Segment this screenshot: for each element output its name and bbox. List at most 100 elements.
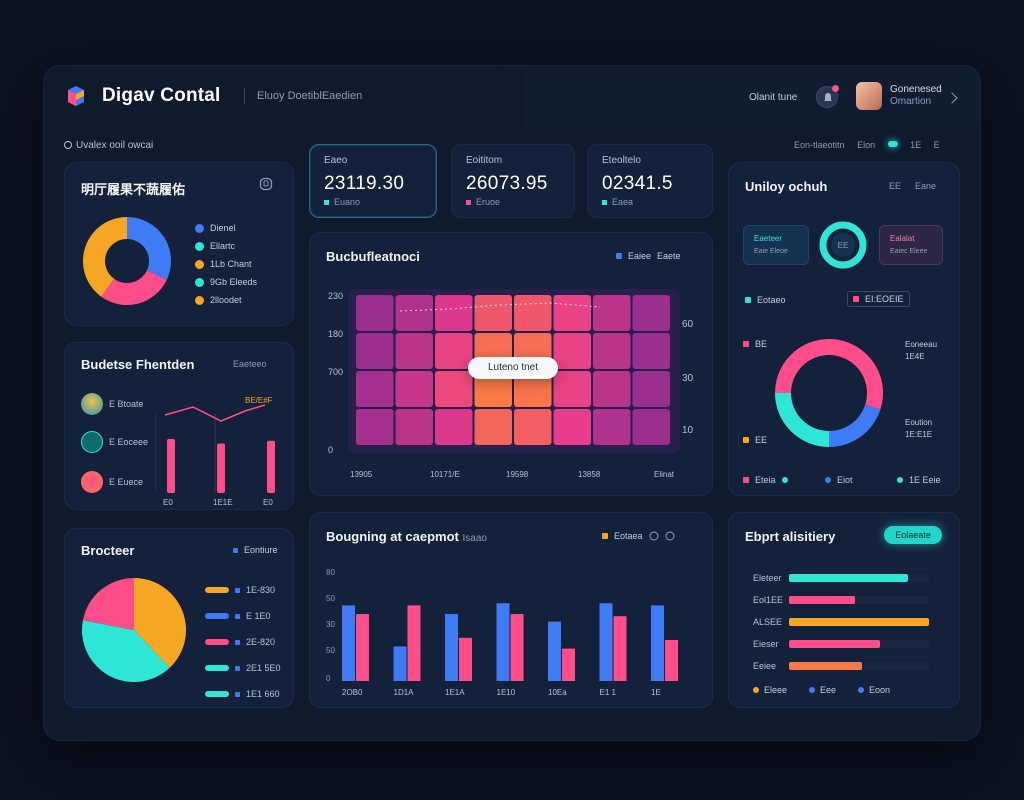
stat-card-3[interactable]: Eteoltelo 02341.5 Eaea <box>587 144 713 218</box>
pie-chart <box>82 578 187 682</box>
heatmap-cell <box>514 371 552 407</box>
stat-label: Eaeo <box>324 155 348 166</box>
dashboard-frame: Digav Contal Eluoy DoetiblEaedien Olanit… <box>44 66 980 740</box>
x-tick-label: 1E1A <box>445 688 465 697</box>
app-subtitle: Eluoy DoetiblEaedien <box>257 90 363 102</box>
notification-dot <box>832 85 839 92</box>
stat-value: 02341.5 <box>602 173 673 194</box>
heatmap-cell <box>356 295 394 331</box>
bar-series-1 <box>445 614 458 681</box>
heatmap-cell <box>395 333 433 369</box>
user-menu[interactable]: Gonenesed Omartion <box>890 84 942 108</box>
app-title: Digav Contal <box>102 85 221 106</box>
legend-item: 2E1 5E0 <box>205 663 281 673</box>
bar-series-2 <box>562 648 575 681</box>
legend-swatch <box>602 533 608 539</box>
stat-value: 23119.30 <box>324 173 405 194</box>
list-item[interactable]: E Euece <box>81 471 143 493</box>
bar <box>167 439 175 493</box>
filter-toggle[interactable] <box>887 141 898 147</box>
heatmap-cell <box>632 295 670 331</box>
x-tick-label: 1E10 <box>497 688 516 697</box>
heatmap-cell <box>553 371 591 407</box>
info-icon[interactable] <box>649 531 659 541</box>
buddies-tag[interactable]: Eaeteeo <box>233 359 267 369</box>
heatmap-cell <box>356 371 394 407</box>
x-tick-label: 1D1A <box>394 688 415 697</box>
hbar-fill <box>789 574 908 582</box>
filter-a[interactable]: 1E <box>910 140 922 150</box>
filter-toggle-label[interactable]: Elon <box>857 140 876 150</box>
x-tick-label: 10171/E <box>430 470 460 479</box>
heatmap-cell <box>474 295 512 331</box>
slice-2 <box>82 578 134 630</box>
hbar-row: Eol1EE <box>753 595 929 605</box>
ability-footer: Eleee Eee Eoon <box>753 685 890 695</box>
heatmap-cell <box>435 371 473 407</box>
breadcrumb[interactable]: Uvalex ooil owcai <box>64 140 153 151</box>
legend-item: Eliartc <box>195 241 235 251</box>
list-item[interactable]: E Eoceee <box>81 431 148 453</box>
donut-panel: 明厅履果不蔬履佑 Dienel Eliartc 1Lb Chant 9Gb Eleed… <box>64 162 294 326</box>
y-right-tick-label: 30 <box>682 373 694 384</box>
heatmap-cell <box>356 333 394 369</box>
heatmap-cell <box>593 371 631 407</box>
legend-item: 1E-830 <box>205 585 275 595</box>
legend-swatch <box>745 297 751 303</box>
settings-icon[interactable] <box>665 531 675 541</box>
bar-series-2 <box>356 614 369 681</box>
legend-item: 9Gb Eleeds <box>195 277 257 287</box>
x-tick-label: 10Ea <box>548 688 567 697</box>
title-divider <box>244 88 245 104</box>
stat-card-1[interactable]: Eaeo 23119.30 Euano <box>309 144 437 218</box>
utility-chip-b[interactable]: EI:EOEIE <box>847 291 910 307</box>
slice-0 <box>127 217 171 280</box>
ability-title: Ebprt alisitiery <box>745 529 836 544</box>
utility-foot-b: Eiot <box>825 475 853 485</box>
brochure-title: Brocteer <box>81 543 135 558</box>
y-tick-label: 700 <box>328 367 343 377</box>
y-tick-label: 0 <box>328 445 333 455</box>
ability-action-button[interactable]: Eolaeate <box>884 526 942 544</box>
slice-1 <box>82 620 170 682</box>
stat-marker <box>602 199 607 205</box>
stat-label: Eoititom <box>466 155 503 166</box>
app-logo-icon <box>68 86 84 106</box>
list-item[interactable]: E Btoate <box>81 393 144 415</box>
hbar-row: Eieser <box>753 639 929 649</box>
utility-box-b[interactable]: Ealalat Eaiec Eleee <box>879 225 943 265</box>
stat-sub: Eaea <box>602 197 633 207</box>
filter-b[interactable]: E <box>933 140 940 150</box>
bar-series-2 <box>510 614 524 681</box>
notification-button[interactable] <box>816 85 839 108</box>
bar-series-1 <box>393 646 407 681</box>
donut-panel-title: 明厅履果不蔬履佑 <box>81 182 186 197</box>
stat-card-2[interactable]: Eoititom 26073.95 Eruoe <box>451 144 575 218</box>
grouped-bar-chart: 80 50 30 50 0 2OB0 1D1A 1E1A 1E10 10Ea E1 1 1E <box>326 568 678 697</box>
header-right-label[interactable]: Olanit tune <box>749 92 798 103</box>
heatmap-cell <box>356 409 394 445</box>
utility-chip-a[interactable]: Eotaeo <box>745 295 786 305</box>
grouped-bar-legend[interactable]: Eotaea <box>602 531 675 541</box>
x-tick-label: 1E <box>651 688 661 697</box>
filter-label[interactable]: Eon-tlaeotitn <box>794 140 845 150</box>
header-tab-shape <box>44 66 524 126</box>
legend-item: 2E-820 <box>205 637 275 647</box>
heatmap-cell <box>593 333 631 369</box>
hbar-row: ALSEE <box>753 617 929 627</box>
heatmap-cell <box>395 371 433 407</box>
utility-tag-a[interactable]: EE <box>889 181 902 191</box>
utility-box-b-title: Ealalat <box>890 234 915 243</box>
brochure-tag[interactable]: Eontiure <box>233 545 278 555</box>
settings-icon[interactable] <box>259 177 273 191</box>
heatmap-cell <box>395 409 433 445</box>
utility-left-top: BE <box>743 339 767 349</box>
heatmap-cell <box>395 295 433 331</box>
x-tick-label: 19598 <box>506 470 529 479</box>
utility-tag-b[interactable]: Eane <box>915 181 937 191</box>
bell-icon <box>824 93 832 101</box>
buddies-chart: BE/E#F E0 1E1E E0 <box>155 396 275 505</box>
heatmap-cell <box>514 295 552 331</box>
utility-box-a[interactable]: Eaeteer Eaie Eleoe <box>743 225 809 265</box>
user-avatar[interactable] <box>856 82 882 110</box>
